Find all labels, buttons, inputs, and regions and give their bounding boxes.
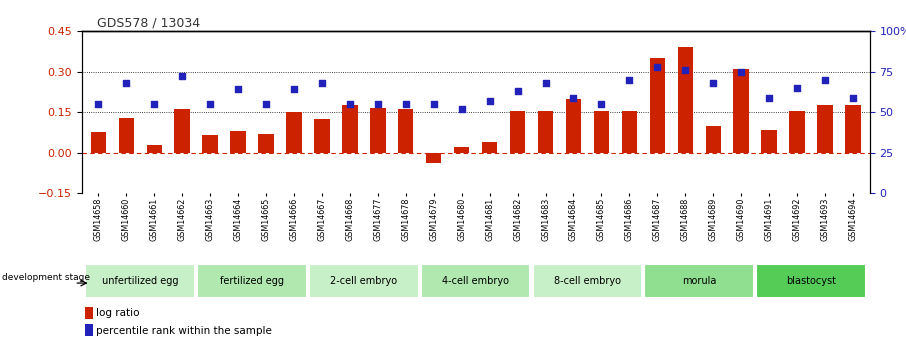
- Bar: [371, 108, 386, 152]
- Point: [734, 69, 748, 74]
- Bar: [91, 132, 106, 152]
- Bar: [258, 134, 274, 152]
- Text: 8-cell embryo: 8-cell embryo: [554, 276, 621, 286]
- Bar: [789, 111, 805, 152]
- Point: [231, 87, 246, 92]
- Bar: [538, 111, 554, 152]
- Text: development stage: development stage: [2, 273, 90, 282]
- Bar: [314, 119, 330, 152]
- Point: [119, 80, 133, 86]
- Point: [92, 101, 106, 107]
- Bar: [147, 145, 162, 152]
- Point: [706, 80, 720, 86]
- Text: unfertilized egg: unfertilized egg: [102, 276, 178, 286]
- Bar: [761, 130, 776, 152]
- Bar: [644, 264, 754, 298]
- Bar: [565, 99, 581, 152]
- Text: blastocyst: blastocyst: [786, 276, 836, 286]
- Bar: [706, 126, 721, 152]
- Point: [790, 85, 805, 90]
- Point: [259, 101, 274, 107]
- Point: [399, 101, 413, 107]
- Point: [510, 88, 525, 94]
- Point: [342, 101, 357, 107]
- Bar: [421, 264, 530, 298]
- Bar: [817, 105, 833, 152]
- Text: GDS578 / 13034: GDS578 / 13034: [97, 17, 200, 30]
- Bar: [678, 47, 693, 152]
- Point: [147, 101, 161, 107]
- Point: [314, 80, 329, 86]
- Point: [286, 87, 301, 92]
- Point: [482, 98, 496, 104]
- Bar: [202, 135, 217, 152]
- Point: [818, 77, 833, 82]
- Text: 2-cell embryo: 2-cell embryo: [331, 276, 398, 286]
- Bar: [593, 111, 609, 152]
- Point: [203, 101, 217, 107]
- Bar: [650, 58, 665, 152]
- Bar: [757, 264, 866, 298]
- Bar: [622, 111, 637, 152]
- Bar: [845, 105, 861, 152]
- Point: [538, 80, 553, 86]
- Bar: [119, 118, 134, 152]
- Bar: [175, 109, 190, 152]
- Point: [622, 77, 637, 82]
- Bar: [198, 264, 307, 298]
- Point: [651, 64, 665, 69]
- Point: [455, 106, 469, 112]
- Bar: [510, 111, 525, 152]
- Point: [566, 95, 581, 100]
- Point: [594, 101, 609, 107]
- Bar: [533, 264, 642, 298]
- Text: 4-cell embryo: 4-cell embryo: [442, 276, 509, 286]
- Point: [371, 101, 385, 107]
- Bar: [309, 264, 419, 298]
- Point: [845, 95, 860, 100]
- Bar: [426, 152, 441, 164]
- Bar: [734, 69, 749, 152]
- Bar: [230, 131, 246, 152]
- Bar: [342, 105, 358, 152]
- Bar: [398, 109, 413, 152]
- Bar: [85, 307, 92, 319]
- Text: morula: morula: [682, 276, 717, 286]
- Bar: [482, 142, 497, 152]
- Point: [762, 95, 776, 100]
- Text: log ratio: log ratio: [96, 308, 140, 318]
- Text: fertilized egg: fertilized egg: [220, 276, 284, 286]
- Point: [175, 74, 189, 79]
- Text: percentile rank within the sample: percentile rank within the sample: [96, 326, 272, 335]
- Point: [427, 101, 441, 107]
- Point: [678, 67, 692, 73]
- Bar: [85, 264, 195, 298]
- Bar: [286, 112, 302, 152]
- Bar: [85, 324, 92, 336]
- Bar: [454, 147, 469, 152]
